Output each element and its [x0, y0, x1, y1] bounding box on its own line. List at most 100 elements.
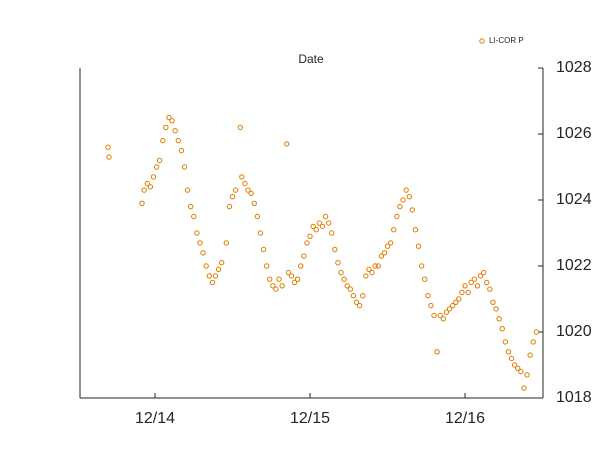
point [332, 246, 338, 253]
point [425, 293, 431, 299]
point [440, 316, 447, 322]
point [338, 269, 344, 276]
point [446, 306, 453, 312]
point [335, 260, 341, 266]
point [106, 154, 112, 160]
point [341, 276, 347, 282]
point [267, 276, 273, 282]
point [381, 250, 388, 256]
point [322, 213, 329, 220]
x-tick-label: 12/16 [445, 410, 485, 427]
point [387, 240, 394, 246]
point [511, 362, 518, 368]
point [298, 263, 304, 269]
point [184, 187, 191, 193]
point [251, 200, 257, 207]
point [353, 299, 360, 305]
point [375, 263, 381, 269]
point [493, 306, 499, 312]
point [237, 124, 243, 131]
point [518, 368, 524, 375]
point [369, 269, 375, 276]
point [384, 243, 391, 249]
point [471, 276, 478, 282]
point [206, 273, 212, 279]
point [215, 266, 222, 272]
point [223, 240, 230, 246]
point [329, 230, 335, 236]
point [487, 286, 493, 292]
point [153, 164, 160, 170]
point [304, 240, 310, 246]
point [530, 339, 536, 345]
point [403, 187, 409, 193]
point [294, 276, 301, 282]
point [203, 263, 209, 269]
point [415, 243, 422, 249]
y-tick-label: 1024 [556, 191, 592, 208]
point [449, 302, 456, 309]
point [484, 279, 490, 286]
point [462, 283, 468, 289]
point [229, 194, 236, 200]
point [418, 263, 425, 269]
point [139, 200, 145, 207]
point [212, 273, 219, 279]
y-tick-label: 1020 [556, 323, 592, 340]
point [163, 124, 169, 131]
point [144, 180, 150, 187]
y-tick-label: 1028 [556, 59, 592, 76]
point [490, 299, 496, 305]
point [505, 349, 512, 355]
point [291, 279, 298, 286]
point [356, 302, 363, 309]
chart-title: Date [298, 52, 324, 66]
point [310, 223, 316, 230]
point [257, 230, 264, 236]
point [459, 289, 465, 296]
x-tick-label: 12/15 [290, 410, 330, 427]
point [147, 184, 154, 190]
y-tick-label: 1026 [556, 125, 592, 142]
point [456, 296, 462, 302]
point [499, 326, 505, 332]
point [468, 279, 474, 286]
point [200, 250, 206, 256]
point [301, 253, 307, 259]
point [394, 213, 400, 220]
point [160, 137, 166, 144]
point [209, 279, 216, 286]
point [533, 329, 540, 335]
point [508, 355, 515, 362]
point [285, 269, 292, 276]
point [400, 197, 406, 203]
point [316, 220, 323, 226]
point [347, 286, 354, 292]
point [431, 312, 437, 319]
point [194, 230, 200, 236]
point [141, 187, 147, 193]
point [166, 114, 172, 121]
point [232, 187, 239, 193]
point [515, 365, 521, 371]
point [524, 372, 530, 378]
point [226, 203, 233, 210]
y-tick-label: 1018 [556, 389, 592, 406]
point [242, 180, 248, 187]
point [150, 174, 157, 180]
point [172, 128, 178, 134]
point [279, 283, 285, 289]
point [181, 164, 188, 170]
point [412, 227, 419, 233]
point [378, 253, 385, 259]
point [245, 187, 251, 193]
x-tick-label: 12/14 [135, 410, 175, 427]
point [197, 240, 203, 246]
point [169, 118, 175, 124]
point [443, 309, 450, 315]
point [273, 286, 279, 292]
point [502, 339, 509, 345]
point [527, 352, 533, 358]
point [218, 260, 225, 266]
point [313, 227, 319, 233]
